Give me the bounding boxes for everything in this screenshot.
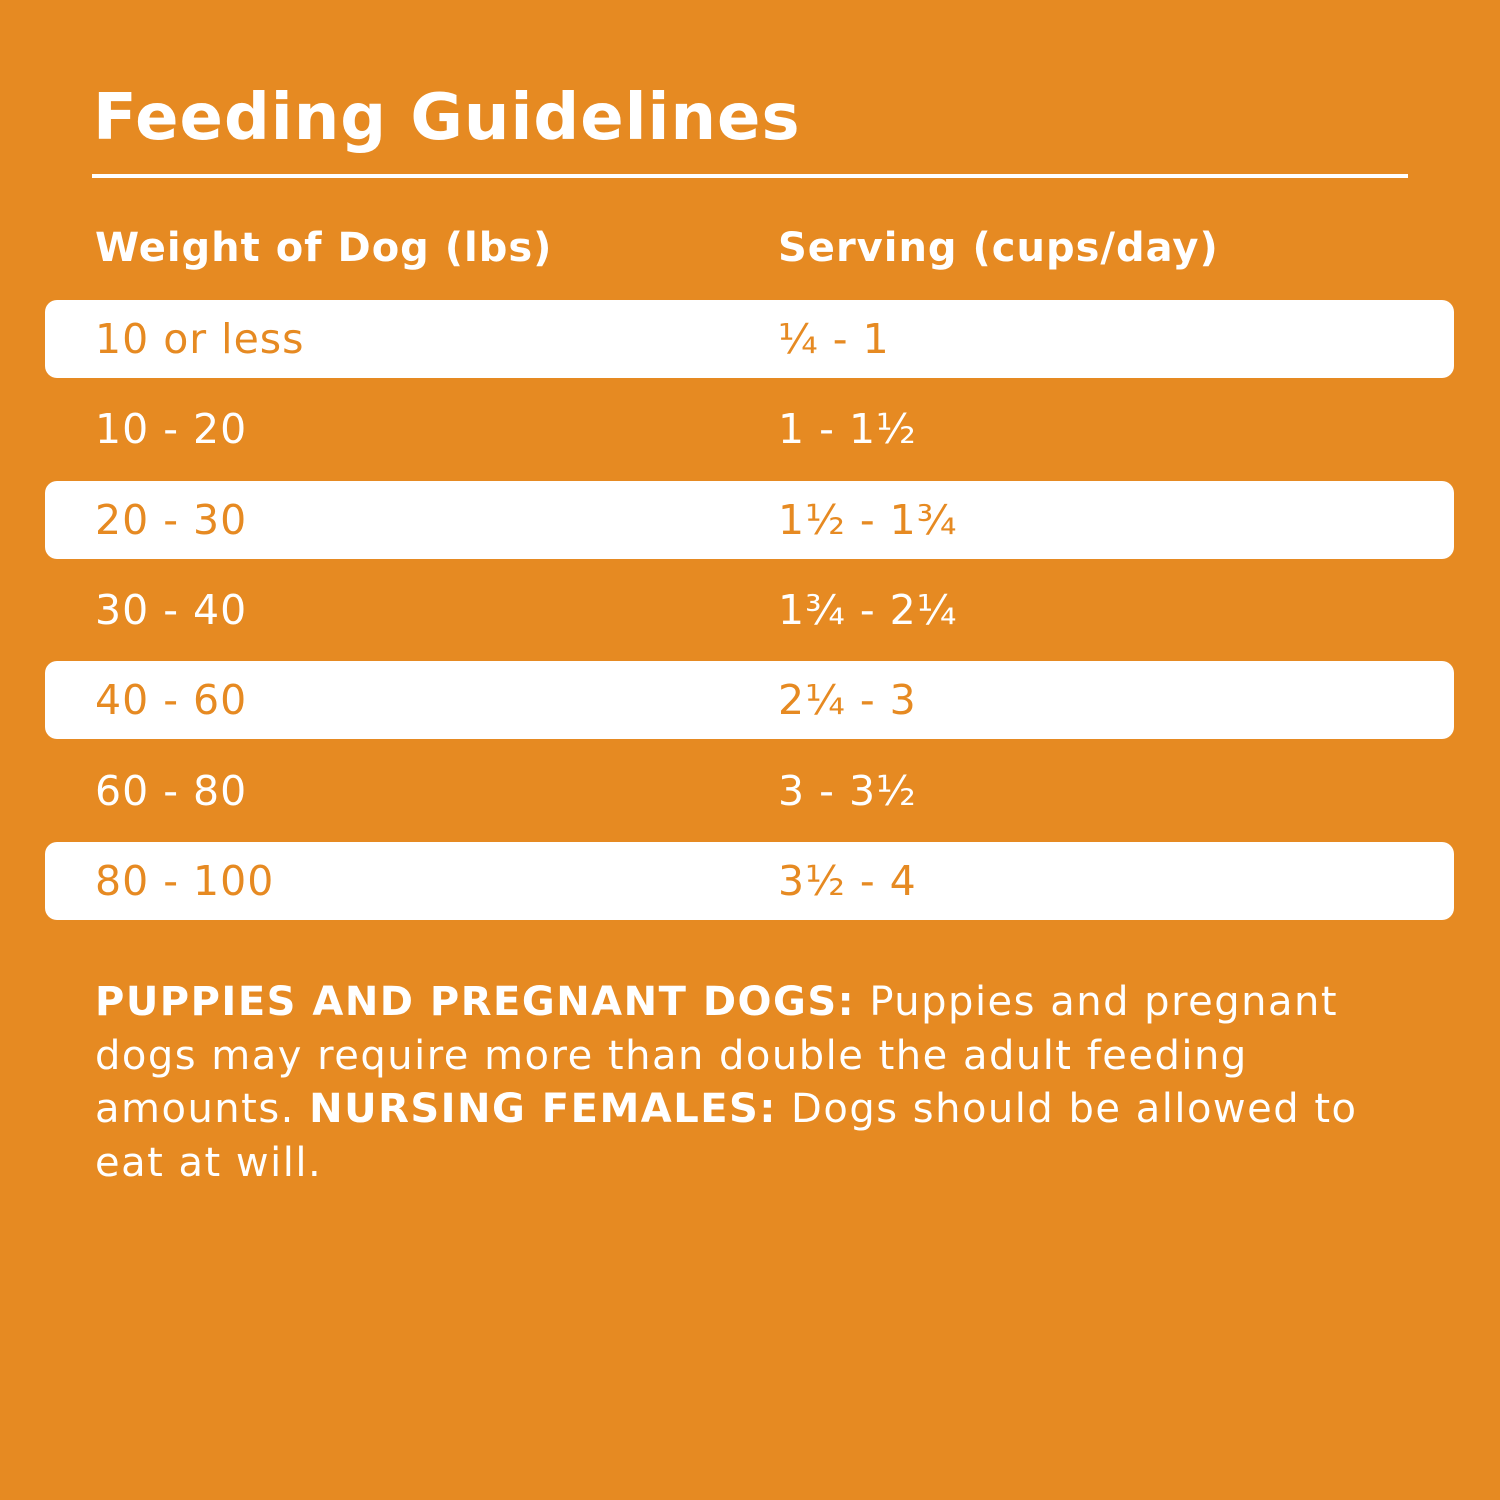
note-text-nursing: Dogs should be allowed to eat at will. — [95, 1086, 1358, 1186]
serving-cell: 1 - 1½ — [778, 405, 917, 454]
weight-cell: 20 - 30 — [95, 495, 248, 544]
table-row: 30 - 40 1¾ - 2¼ — [45, 571, 1454, 649]
header-serving: Serving (cups/day) — [778, 225, 1219, 271]
weight-cell: 10 - 20 — [95, 405, 248, 454]
table-row: 60 - 80 3 - 3½ — [45, 752, 1454, 830]
note-label-puppies: PUPPIES AND PREGNANT DOGS: — [95, 979, 856, 1025]
note-label-nursing: NURSING FEMALES: — [309, 1086, 777, 1132]
serving-cell: ¼ - 1 — [778, 315, 890, 363]
weight-cell: 30 - 40 — [95, 585, 248, 634]
weight-cell: 60 - 80 — [95, 766, 248, 815]
table-row: 20 - 30 1½ - 1¾ — [45, 480, 1454, 559]
serving-cell: 2¼ - 3 — [778, 676, 917, 725]
serving-cell: 1½ - 1¾ — [778, 495, 958, 544]
serving-cell: 3½ - 4 — [778, 856, 917, 905]
serving-cell: 3 - 3½ — [778, 766, 917, 815]
header-weight: Weight of Dog (lbs) — [95, 225, 553, 271]
weight-cell: 10 or less — [95, 315, 305, 363]
weight-cell: 80 - 100 — [95, 856, 275, 905]
title-divider — [92, 174, 1408, 178]
table-row: 80 - 100 3½ - 4 — [45, 841, 1454, 920]
weight-cell: 40 - 60 — [95, 676, 248, 725]
page-title: Feeding Guidelines — [93, 81, 801, 155]
table-row: 10 - 20 1 - 1½ — [45, 390, 1454, 468]
feeding-note: PUPPIES AND PREGNANT DOGS: Puppies and p… — [95, 976, 1425, 1190]
note-text-puppies: Puppies and pregnant dogs may require mo… — [95, 979, 1339, 1132]
serving-cell: 1¾ - 2¼ — [778, 585, 958, 634]
table-row: 10 or less ¼ - 1 — [45, 300, 1454, 378]
table-row: 40 - 60 2¼ - 3 — [45, 661, 1454, 740]
